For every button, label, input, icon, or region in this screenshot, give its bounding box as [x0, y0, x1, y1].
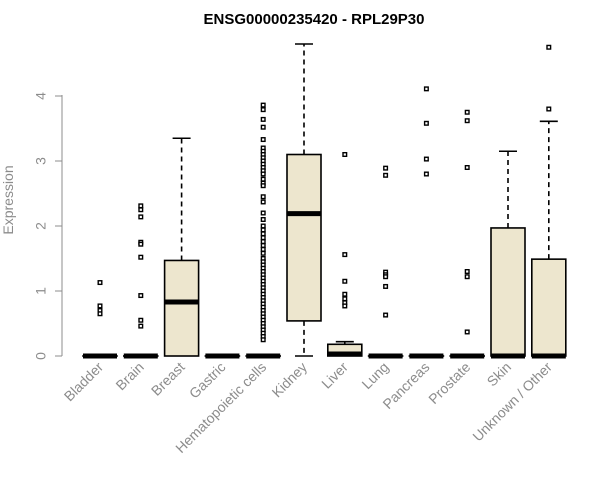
box-rect — [163, 259, 200, 357]
outlier-point — [342, 303, 348, 309]
outlier-point — [342, 278, 348, 284]
box-lung — [367, 165, 404, 359]
outlier-point — [138, 293, 144, 299]
x-tick-label: Kidney — [269, 359, 311, 401]
box-rect — [286, 153, 322, 322]
y-tick-label: 0 — [33, 352, 49, 360]
x-tick-label: Lung — [358, 359, 391, 392]
outlier-point — [464, 274, 470, 280]
x-tick-label: Prostate — [425, 359, 473, 407]
outlier-point — [97, 303, 103, 309]
x-tick-label: Skin — [484, 359, 515, 390]
outlier-point — [260, 239, 266, 245]
outlier-point — [260, 183, 266, 189]
box-hematopoietic-cells — [245, 102, 281, 359]
outlier-point — [138, 214, 144, 220]
outlier-point — [464, 329, 470, 335]
outlier-point — [546, 106, 552, 112]
outlier-point — [383, 165, 389, 171]
outlier-point — [138, 241, 144, 247]
outlier-point — [342, 296, 348, 302]
outlier-point — [138, 323, 144, 329]
outlier-point — [342, 252, 348, 258]
outlier-point — [260, 176, 266, 182]
outlier-point — [464, 109, 470, 115]
outlier-point — [423, 120, 429, 126]
outlier-point — [260, 223, 266, 229]
outlier-point — [260, 124, 266, 130]
outlier-point — [423, 171, 429, 177]
x-tick-label: Liver — [318, 359, 351, 392]
y-axis-ticks: 0 1 2 3 4 — [33, 92, 62, 360]
y-tick-label: 1 — [33, 287, 49, 295]
outlier-point — [260, 235, 266, 241]
outlier-point — [260, 242, 266, 248]
outlier-point — [260, 227, 266, 233]
box-rect — [530, 258, 567, 357]
outlier-point — [464, 118, 470, 124]
outlier-point — [138, 207, 144, 213]
box-skin — [490, 150, 526, 359]
box-brain — [123, 203, 159, 359]
outlier-point — [260, 199, 266, 205]
outlier-point — [342, 151, 348, 157]
outlier-point — [260, 171, 266, 177]
outlier-point — [464, 269, 470, 275]
outlier-point — [546, 44, 552, 50]
y-tick-label: 4 — [33, 92, 49, 100]
outlier-point — [260, 216, 266, 222]
box-breast — [163, 137, 200, 357]
box-series — [82, 43, 567, 359]
outlier-point — [260, 337, 266, 343]
y-tick-label: 3 — [33, 157, 49, 165]
x-tick-label: Brain — [112, 359, 146, 393]
outlier-point — [260, 137, 266, 143]
outlier-point — [383, 274, 389, 280]
outlier-point — [138, 203, 144, 209]
outlier-point — [260, 194, 266, 200]
box-bladder — [82, 280, 118, 359]
outlier-point — [260, 246, 266, 252]
box-unknown-other — [530, 44, 567, 359]
outlier-point — [138, 254, 144, 260]
outlier-point — [97, 311, 103, 317]
x-tick-label: Breast — [148, 359, 188, 399]
outlier-point — [342, 291, 348, 297]
outlier-point — [260, 231, 266, 237]
outlier-point — [423, 156, 429, 162]
outlier-point — [97, 280, 103, 286]
box-pancreas — [408, 86, 445, 359]
outlier-point — [260, 116, 266, 122]
box-kidney — [286, 43, 322, 357]
outlier-point — [260, 210, 266, 216]
box-rect — [490, 227, 526, 357]
x-tick-label: Bladder — [61, 359, 107, 405]
y-axis-label: Expression — [0, 165, 16, 234]
outlier-point — [383, 312, 389, 318]
y-tick-label: 2 — [33, 222, 49, 230]
outlier-point — [260, 250, 266, 256]
outlier-point — [260, 102, 266, 108]
outlier-point — [464, 164, 470, 170]
box-liver — [326, 151, 363, 357]
outlier-point — [383, 172, 389, 178]
outlier-point — [138, 317, 144, 323]
outlier-point — [260, 107, 266, 113]
outlier-point — [423, 86, 429, 92]
box-prostate — [449, 109, 486, 359]
chart-title: ENSG00000235420 - RPL29P30 — [204, 11, 425, 28]
outlier-point — [383, 283, 389, 289]
